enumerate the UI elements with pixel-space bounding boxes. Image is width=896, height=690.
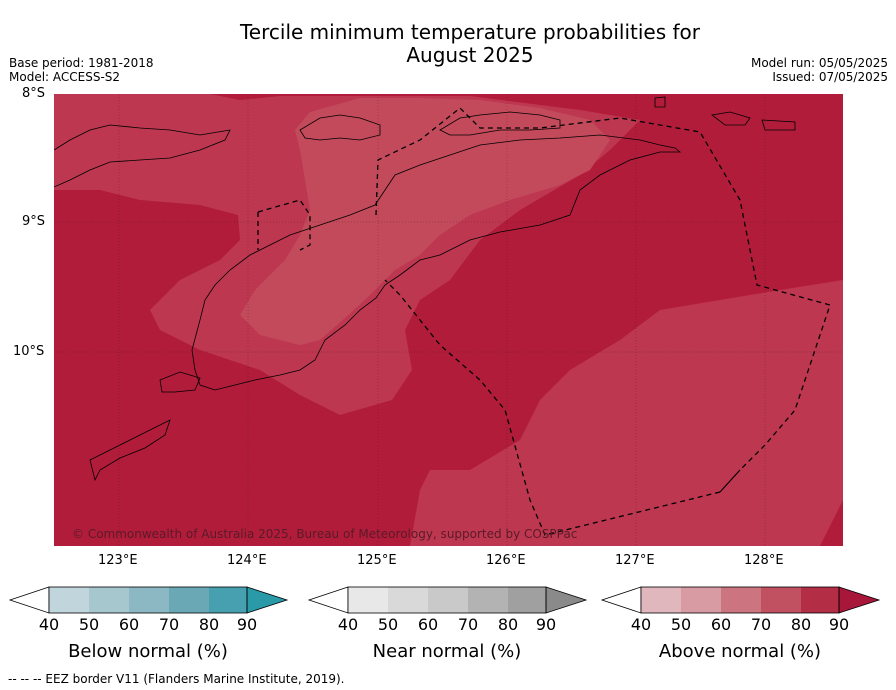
coast-alor	[299, 114, 381, 141]
cb-above-4	[761, 587, 801, 613]
lon-label-127e: 127°E	[615, 553, 655, 568]
cb-near-tick: 60	[417, 615, 439, 634]
cb-near-tick: 70	[457, 615, 479, 634]
lat-label-10s: 10°S	[13, 344, 45, 359]
base-period: Base period: 1981-2018	[9, 56, 154, 70]
contour-70	[240, 98, 610, 345]
cb-above-1	[641, 587, 681, 613]
cb-above-tick: 60	[710, 615, 732, 634]
cb-below-label: Below normal (%)	[68, 641, 228, 662]
cb-near-tick: 40	[337, 615, 359, 634]
cb-above-tick: 50	[670, 615, 692, 634]
map-title-line2: August 2025	[406, 43, 534, 67]
cb-below-tick: 40	[38, 615, 60, 634]
cb-above-2	[681, 587, 721, 613]
colorbar-above-normal	[600, 586, 881, 614]
cb-below-tick: 80	[198, 615, 220, 634]
cb-below-tick: 90	[236, 615, 258, 634]
coast-rote	[159, 371, 201, 393]
cb-below-tick: 70	[158, 615, 180, 634]
lon-label-125e: 125°E	[357, 553, 397, 568]
eez-border	[257, 107, 831, 536]
lat-label-9s: 9°S	[22, 214, 46, 229]
cb-below-tick: 50	[78, 615, 100, 634]
coast-flores	[54, 124, 231, 188]
lon-label-126e: 126°E	[486, 553, 526, 568]
cb-below-tick: 60	[118, 615, 140, 634]
cb-near-tick: 90	[535, 615, 557, 634]
cb-above-label: Above normal (%)	[658, 641, 822, 662]
model-run: Model run: 05/05/2025	[750, 56, 888, 70]
coast-wetar	[439, 111, 561, 136]
cb-above-tick: 80	[790, 615, 812, 634]
copyright-text: © Commonwealth of Australia 2025, Bureau…	[72, 527, 577, 541]
model-name: Model: ACCESS-S2	[9, 70, 121, 84]
cb-below-1	[49, 587, 89, 613]
cb-near-2	[388, 587, 428, 613]
cb-below-4	[169, 587, 209, 613]
cb-above-tick: 90	[828, 615, 850, 634]
cb-near-tick: 50	[377, 615, 399, 634]
issued-date: Issued: 07/05/2025	[772, 70, 888, 84]
coast-timor	[191, 134, 682, 391]
lon-label-124e: 124°E	[227, 553, 267, 568]
colorbar-below-normal	[8, 586, 289, 614]
cb-near-1	[348, 587, 388, 613]
map-title-line1: Tercile minimum temperature probabilitie…	[239, 20, 701, 44]
contour-90-corner	[820, 500, 843, 546]
coast-sawu	[89, 419, 171, 482]
colorbar-near-normal	[307, 586, 588, 614]
cb-near-4	[468, 587, 508, 613]
cb-near-3	[428, 587, 468, 613]
contour-80-east	[410, 280, 843, 546]
cb-above-tick: 70	[750, 615, 772, 634]
coast-small-islands	[654, 96, 796, 131]
cb-below-2	[89, 587, 129, 613]
cb-near-tick: 80	[497, 615, 519, 634]
lon-label-123e: 123°E	[98, 553, 138, 568]
cb-near-label: Near normal (%)	[372, 641, 522, 662]
lon-label-128e: 128°E	[744, 553, 784, 568]
cb-below-5	[209, 587, 247, 613]
cb-below-3	[129, 587, 169, 613]
cb-above-tick: 40	[630, 615, 652, 634]
cb-near-5	[508, 587, 546, 613]
cb-above-5	[801, 587, 839, 613]
cb-above-3	[721, 587, 761, 613]
eez-solid-segment	[719, 469, 741, 493]
lat-label-8s: 8°S	[22, 86, 46, 101]
eez-legend-note: -- -- -- EEZ border V11 (Flanders Marine…	[8, 672, 345, 686]
